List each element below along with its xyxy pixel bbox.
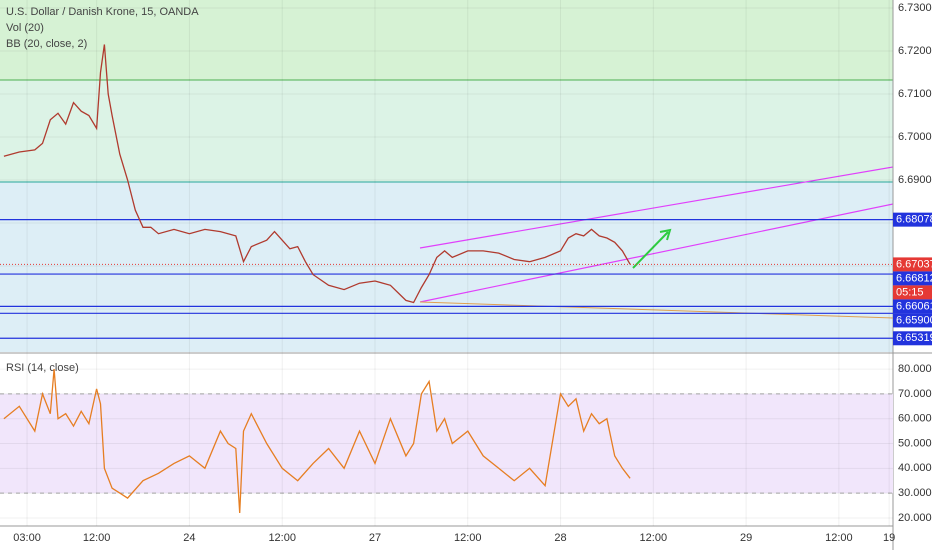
- zone-top: [0, 0, 893, 80]
- rsi-title: RSI (14, close): [6, 362, 79, 374]
- price-label-box: [893, 331, 932, 346]
- y-tick-label: 70.0000: [898, 388, 932, 400]
- y-tick-label: 6.69000: [898, 174, 932, 186]
- price-label-box: [893, 285, 932, 300]
- rsi-band: [0, 393, 893, 494]
- y-tick-label: 6.72000: [898, 45, 932, 57]
- price-label-box: [893, 299, 932, 314]
- price-label-box: [893, 313, 932, 328]
- series-line: [3, 369, 631, 514]
- price-label: 6.68078: [896, 214, 932, 226]
- y-tick-label: 60.0000: [898, 413, 932, 425]
- y-tick-label: 6.71000: [898, 88, 932, 100]
- x-tick-label: 12:00: [454, 532, 482, 544]
- x-tick-label: 12:00: [268, 532, 296, 544]
- x-tick-label: 28: [554, 532, 566, 544]
- indicator-label: BB (20, close, 2): [6, 38, 87, 50]
- channel-line: [419, 203, 894, 303]
- channel-line: [419, 166, 894, 249]
- price-label: 6.66061: [896, 300, 932, 312]
- price-label: 6.65319: [896, 332, 932, 344]
- x-tick-label: 29: [740, 532, 752, 544]
- x-tick-label: 12:00: [825, 532, 853, 544]
- price-label-box: [893, 257, 932, 272]
- y-tick-label: 20.0000: [898, 512, 932, 524]
- y-tick-label: 40.0000: [898, 462, 932, 474]
- y-tick-label: 30.0000: [898, 487, 932, 499]
- zone-low: [0, 182, 893, 352]
- price-label: 05:15: [896, 286, 924, 298]
- indicator-label: Vol (20): [6, 22, 44, 34]
- x-tick-label: 19: [883, 532, 895, 544]
- price-label: 6.67037: [896, 258, 932, 270]
- price-label-box: [893, 271, 932, 286]
- y-tick-label: 6.73000: [898, 2, 932, 14]
- symbol-title: U.S. Dollar / Danish Krone, 15, OANDA: [6, 6, 199, 18]
- price-label: 6.66812: [896, 272, 932, 284]
- price-label-box: [893, 212, 932, 227]
- x-tick-label: 12:00: [83, 532, 111, 544]
- y-tick-label: 80.0000: [898, 363, 932, 375]
- series-line: [3, 44, 631, 304]
- trend-line: [419, 301, 894, 319]
- x-tick-label: 12:00: [640, 532, 668, 544]
- x-tick-label: 03:00: [13, 532, 41, 544]
- x-tick-label: 27: [369, 532, 381, 544]
- zone-mid: [0, 80, 893, 182]
- arrow: [632, 228, 672, 269]
- y-tick-label: 6.70000: [898, 131, 932, 143]
- y-tick-label: 50.0000: [898, 437, 932, 449]
- x-tick-label: 24: [183, 532, 195, 544]
- price-label: 6.65900: [896, 314, 932, 326]
